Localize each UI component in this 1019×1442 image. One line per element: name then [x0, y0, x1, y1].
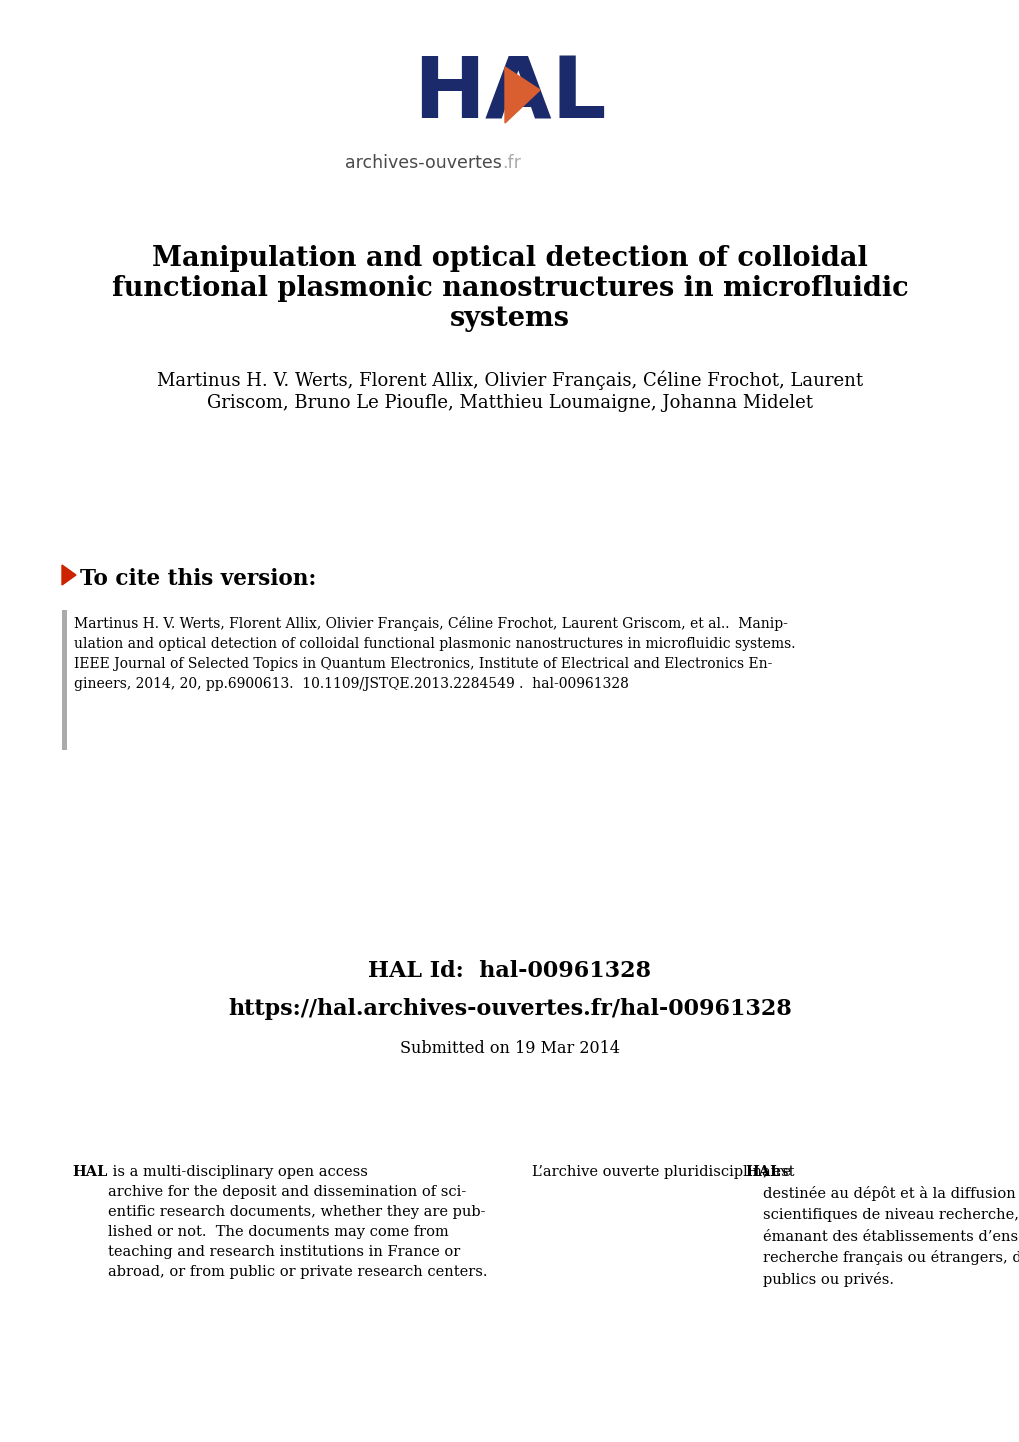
Text: HAL: HAL: [413, 53, 606, 137]
Text: Manipulation and optical detection of colloidal: Manipulation and optical detection of co…: [152, 245, 867, 273]
Text: L’archive ouverte pluridisciplinaire: L’archive ouverte pluridisciplinaire: [532, 1165, 795, 1180]
Text: Martinus H. V. Werts, Florent Allix, Olivier Français, Céline Frochot, Laurent G: Martinus H. V. Werts, Florent Allix, Oli…: [74, 616, 795, 691]
Text: Martinus H. V. Werts, Florent Allix, Olivier Français, Céline Frochot, Laurent: Martinus H. V. Werts, Florent Allix, Oli…: [157, 371, 862, 389]
Text: HAL: HAL: [72, 1165, 107, 1180]
Text: HAL: HAL: [745, 1165, 781, 1180]
Text: HAL Id:  hal-00961328: HAL Id: hal-00961328: [368, 960, 651, 982]
Text: https://hal.archives-ouvertes.fr/hal-00961328: https://hal.archives-ouvertes.fr/hal-009…: [228, 998, 791, 1019]
Text: archives-ouvertes: archives-ouvertes: [344, 154, 501, 172]
Text: .fr: .fr: [501, 154, 521, 172]
Text: systems: systems: [449, 306, 570, 332]
Text: , est
destinée au dépôt et à la diffusion de documents
scientifiques de niveau r: , est destinée au dépôt et à la diffusio…: [762, 1165, 1019, 1288]
Text: functional plasmonic nanostructures in microfluidic: functional plasmonic nanostructures in m…: [111, 275, 908, 301]
Polygon shape: [504, 66, 539, 123]
Text: Griscom, Bruno Le Pioufle, Matthieu Loumaigne, Johanna Midelet: Griscom, Bruno Le Pioufle, Matthieu Loum…: [207, 394, 812, 412]
Text: Submitted on 19 Mar 2014: Submitted on 19 Mar 2014: [399, 1040, 620, 1057]
Text: To cite this version:: To cite this version:: [79, 568, 316, 590]
Text: is a multi-disciplinary open access
archive for the deposit and dissemination of: is a multi-disciplinary open access arch…: [108, 1165, 487, 1279]
Polygon shape: [62, 565, 76, 585]
Bar: [62, 610, 67, 750]
